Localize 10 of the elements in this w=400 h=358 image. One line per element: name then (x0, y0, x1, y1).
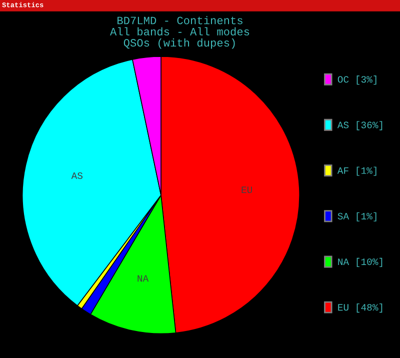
legend-label: SA [1%] (338, 212, 376, 222)
chart-title: BD7LMD - Continents All bands - All modes QSOs (with dupes) (110, 16, 250, 49)
slice-label: AS (71, 172, 82, 179)
slice-label: NA (138, 275, 149, 282)
slice-label: EU (242, 186, 252, 194)
category-label: EU [48%] (338, 304, 382, 313)
category-label: NA [10%] (338, 258, 382, 267)
legend-label: OC [3%] (338, 76, 376, 85)
legend-label: AF [1%] (337, 166, 376, 176)
category-label: AS [36%] (337, 121, 382, 130)
